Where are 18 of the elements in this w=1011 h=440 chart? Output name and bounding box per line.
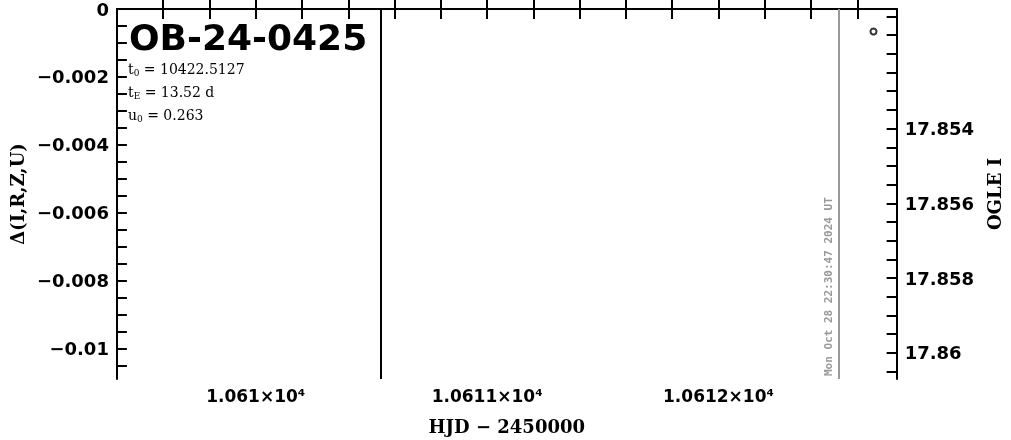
y2-tick-label: 17.854	[904, 118, 975, 140]
y2-axis-title: OGLE I	[983, 157, 1005, 231]
x-tick-label: 1.061×10⁴	[206, 385, 306, 406]
y-tick-label: −0.01	[49, 337, 109, 359]
y2-tick-label: 17.858	[904, 267, 975, 289]
y-tick-label: −0.008	[36, 270, 109, 292]
x-tick-label: 1.0612×10⁴	[663, 385, 774, 406]
x-axis-title: HJD − 2450000	[428, 415, 585, 437]
y-tick-label: −0.004	[36, 134, 109, 156]
chart-title: OB-24-0425	[129, 16, 368, 58]
y-tick-label: −0.002	[36, 66, 109, 88]
x-tick-label: 1.0611×10⁴	[431, 385, 543, 406]
y-tick-label: 0	[96, 0, 109, 20]
annotation: Mon Oct 28 22:30:47 2024 UT	[821, 196, 835, 376]
y2-tick-label: 17.86	[904, 342, 962, 364]
y-tick-label: −0.006	[36, 202, 109, 224]
y-axis-title: Δ(I,R,Z,U)	[6, 143, 28, 245]
y2-tick-label: 17.856	[904, 192, 975, 214]
